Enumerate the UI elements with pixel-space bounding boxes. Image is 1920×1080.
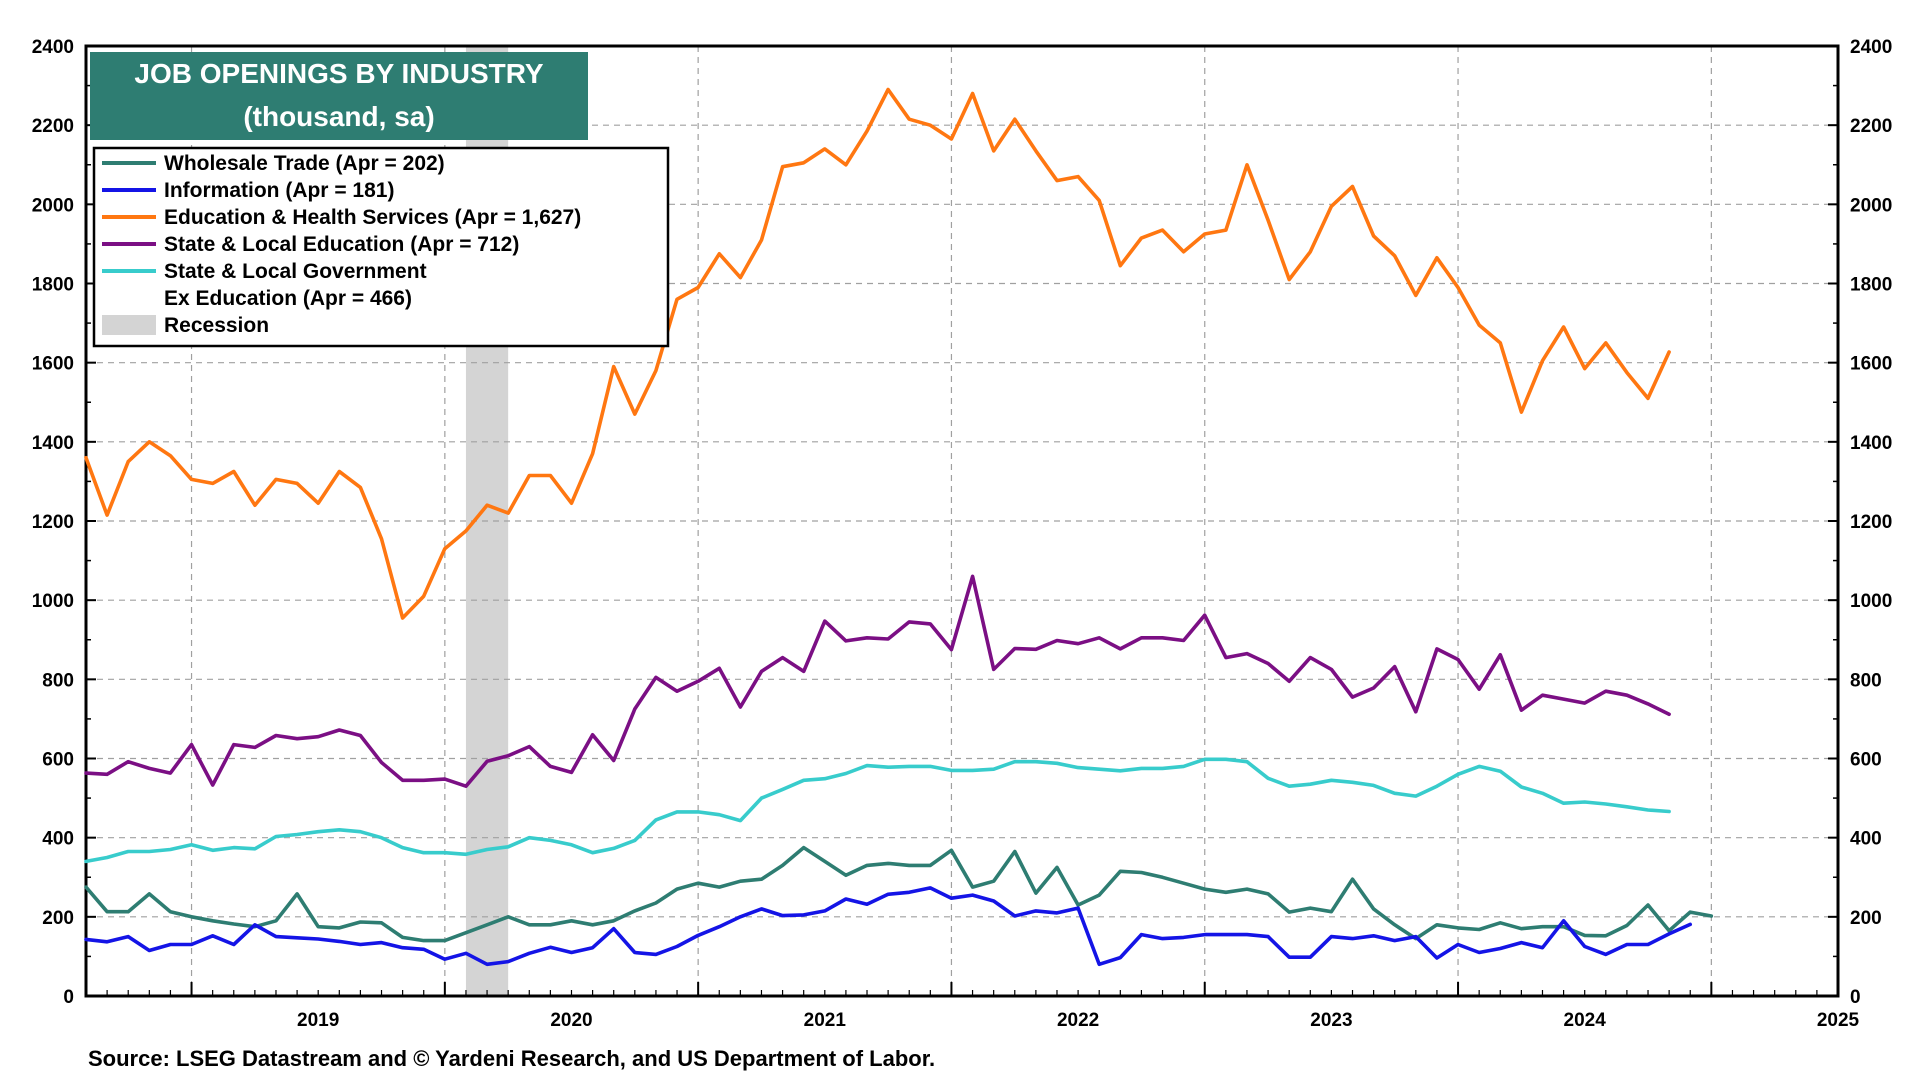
y-tick-label-left: 2000 [32,195,74,216]
x-year-label: 2024 [1564,1010,1607,1031]
y-tick-label-right: 2000 [1850,195,1892,216]
y-tick-label-left: 600 [42,750,74,771]
legend-swatch-recession [102,315,156,335]
y-tick-label-left: 1400 [32,433,74,454]
x-year-label: 2025 [1817,1010,1860,1031]
y-tick-label-left: 1800 [32,275,74,296]
x-year-label: 2019 [297,1010,339,1031]
legend-label: Education & Health Services (Apr = 1,627… [164,206,581,229]
y-tick-label-left: 2400 [32,37,74,58]
axis-ticks: 0 0 200 200 400 400 600 600 800 800 1000 1000 1200 12… [32,37,1893,1031]
y-tick-label-right: 1600 [1850,354,1892,375]
legend-box [92,146,670,348]
x-year-label: 2023 [1310,1010,1352,1031]
x-year-label: 2020 [550,1010,592,1031]
y-tick-label-right: 800 [1850,670,1882,691]
title-box: JOB OPENINGS BY INDUSTRY (thousand, sa) [90,52,588,140]
y-tick-label-left: 2200 [32,116,74,137]
y-tick-label-right: 1800 [1850,275,1892,296]
y-tick-label-left: 1200 [32,512,74,533]
legend-label: Wholesale Trade (Apr = 202) [164,152,445,175]
y-tick-label-left: 200 [42,908,74,929]
legend-label: State & Local Education (Apr = 712) [164,233,519,256]
y-tick-label-right: 2400 [1850,37,1892,58]
legend-items: Wholesale Trade (Apr = 202) Information (… [102,152,581,337]
y-tick-label-right: 1200 [1850,512,1892,533]
y-tick-label-left: 400 [42,829,74,850]
legend-label: Recession [164,314,269,337]
legend-label: State & Local Government [164,260,427,283]
y-tick-label-right: 600 [1850,750,1882,771]
series-line [84,757,1671,864]
y-tick-label-right: 2200 [1850,116,1892,137]
y-tick-label-left: 1600 [32,354,74,375]
y-tick-label-right: 1400 [1850,433,1892,454]
series-line [84,845,1714,943]
title-background [90,52,588,140]
series-line [84,886,1692,967]
legend-label: Information (Apr = 181) [164,179,394,202]
legend: Wholesale Trade (Apr = 202) Information (… [92,146,670,348]
y-tick-label-left: 800 [42,670,74,691]
x-year-label: 2021 [804,1010,847,1031]
y-tick-label-right: 400 [1850,829,1882,850]
y-tick-label-right: 200 [1850,908,1882,929]
y-tick-label-right: 1000 [1850,591,1892,612]
series-line [84,574,1671,789]
legend-label: Ex Education (Apr = 466) [164,287,412,310]
y-tick-label-left: 0 [63,987,74,1008]
series-lines [84,87,1714,967]
x-year-label: 2022 [1057,1010,1099,1031]
y-tick-label-right: 0 [1850,987,1861,1008]
y-tick-label-left: 1000 [32,591,74,612]
source-note: Source: LSEG Datastream and © Yardeni Re… [88,1046,935,1071]
chart-title: JOB OPENINGS BY INDUSTRY [134,58,544,89]
series-line [84,87,1671,620]
chart-subtitle: (thousand, sa) [243,101,434,132]
